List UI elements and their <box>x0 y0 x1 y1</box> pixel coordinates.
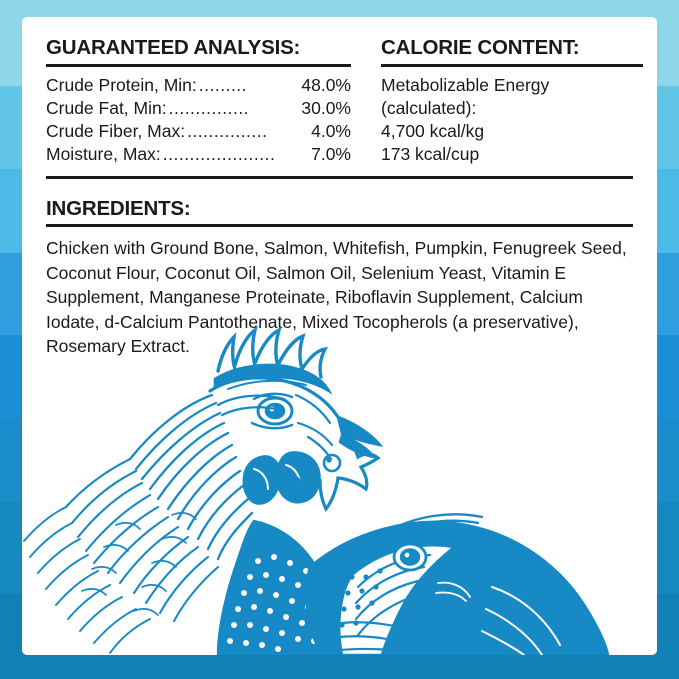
card-content: GUARANTEED ANALYSIS: Crude Protein, Min:… <box>22 17 657 359</box>
leader-dots: ..................... <box>162 144 276 165</box>
guaranteed-analysis-panel: GUARANTEED ANALYSIS: Crude Protein, Min:… <box>46 37 365 167</box>
ingredients-heading-rule <box>46 224 633 228</box>
leader-dots: ............... <box>168 97 250 118</box>
section-divider-rule <box>46 175 633 179</box>
calorie-line: 4,700 kcal/kg <box>381 121 485 142</box>
animal-artwork <box>22 325 657 655</box>
salmon-illustration <box>305 513 610 655</box>
calorie-content-heading-rule <box>381 63 643 67</box>
calorie-line: Metabolizable Energy <box>381 74 550 95</box>
guaranteed-analysis-row: Crude Protein, Min: ......... 48.0% <box>46 74 351 97</box>
nutrient-label: Crude Protein, Min: <box>46 74 197 95</box>
calorie-content-heading: CALORIE CONTENT: <box>381 36 580 59</box>
nutrient-label: Crude Fiber, Max: <box>46 121 186 142</box>
nutrient-label: Crude Fat, Min: <box>46 97 167 118</box>
calorie-line: 173 kcal/cup <box>381 144 480 165</box>
guaranteed-analysis-heading-rule <box>46 63 351 67</box>
bubbles <box>286 453 477 654</box>
leader-dots: ............... <box>187 121 268 142</box>
leader-dots: ......... <box>198 74 248 95</box>
guaranteed-analysis-heading: GUARANTEED ANALYSIS: <box>46 36 301 59</box>
ingredients-text: Chicken with Ground Bone, Salmon, Whitef… <box>46 238 627 357</box>
guaranteed-analysis-row: Crude Fiber, Max: ............... 4.0% <box>46 120 351 143</box>
ingredients-heading: INGREDIENTS: <box>46 196 191 220</box>
guaranteed-analysis-row: Moisture, Max: ..................... 7.0… <box>46 143 351 166</box>
nutrient-value: 4.0% <box>311 121 351 142</box>
nutrient-value: 7.0% <box>311 144 351 165</box>
nutrient-value: 30.0% <box>301 97 351 118</box>
ingredients-panel: INGREDIENTS: Chicken with Ground Bone, S… <box>46 179 633 359</box>
rooster-illustration <box>23 326 384 655</box>
nutrient-value: 48.0% <box>301 74 351 95</box>
guaranteed-analysis-row: Crude Fat, Min: ............... 30.0% <box>46 97 351 120</box>
nutrient-label: Moisture, Max: <box>46 144 161 165</box>
nutrition-info-card: GUARANTEED ANALYSIS: Crude Protein, Min:… <box>22 17 657 655</box>
calorie-content-panel: CALORIE CONTENT: Metabolizable Energy (c… <box>365 37 643 167</box>
calorie-line: (calculated): <box>381 97 477 118</box>
top-panels: GUARANTEED ANALYSIS: Crude Protein, Min:… <box>46 37 643 167</box>
